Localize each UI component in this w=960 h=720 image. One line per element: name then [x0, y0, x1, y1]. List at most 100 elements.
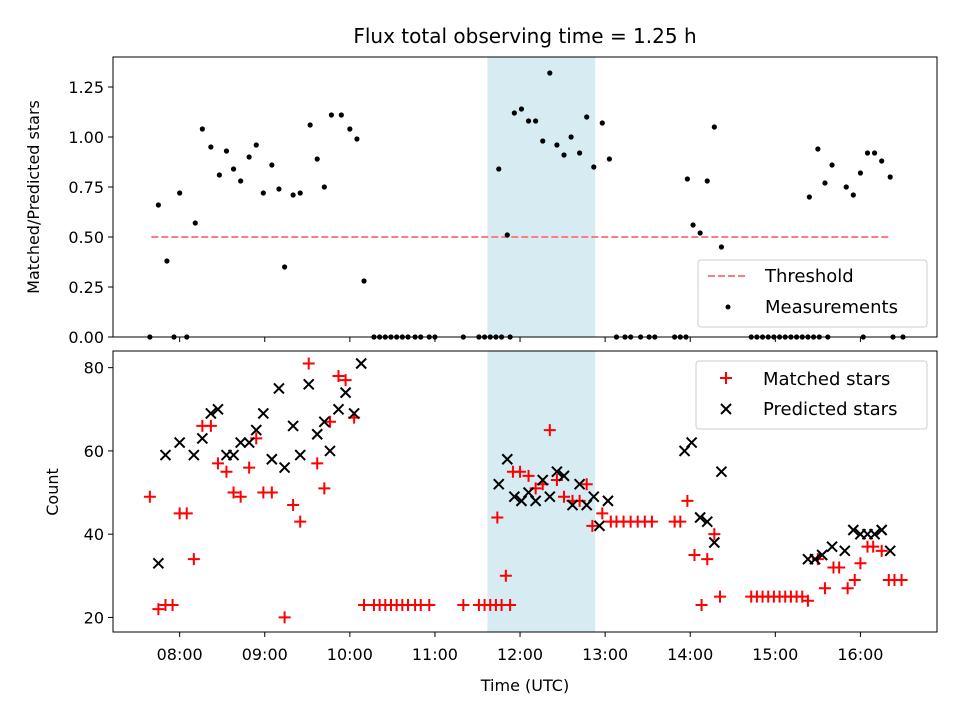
measurement-point	[704, 178, 710, 184]
top-panel: 0.00 0.25 0.50 0.75 1.00 1.25 Matched/Predict…	[24, 56, 938, 347]
measurement-point	[253, 142, 259, 148]
measurement-point	[314, 156, 320, 162]
predicted-star-point	[159, 449, 172, 461]
x-tick-label: 10:00	[327, 645, 373, 664]
matched-star-point	[522, 469, 535, 482]
measurement-point	[518, 106, 525, 112]
predicted-star-point	[593, 520, 606, 532]
matched-star-point	[504, 598, 517, 611]
matched-star-point	[278, 611, 291, 624]
measurement-point	[246, 154, 252, 160]
measurement-point	[850, 192, 856, 198]
measurement-point	[584, 114, 590, 120]
measurement-point	[354, 136, 360, 142]
matched-star-point	[818, 582, 831, 595]
predicted-star-point	[884, 545, 896, 557]
matched-star-point	[714, 590, 727, 603]
matched-star-point	[211, 457, 224, 470]
measurement-point	[338, 112, 344, 118]
x-axis-label: Time (UTC)	[480, 676, 569, 695]
measurement-point	[199, 126, 205, 132]
predicted-star-point	[839, 545, 851, 557]
predicted-star-point	[875, 524, 888, 536]
measurement-point	[577, 150, 583, 156]
measurement-point	[533, 118, 539, 124]
predicted-star-point	[701, 515, 713, 528]
measurement-point	[540, 138, 546, 144]
predicted-star-point	[273, 382, 285, 395]
predicted-star-point	[588, 490, 600, 503]
x-tick-label: 08:00	[157, 645, 203, 664]
measurement-point	[547, 70, 553, 76]
matched-star-point	[514, 465, 527, 478]
predicted-star-point	[537, 474, 549, 486]
top-y-tick-label: 0.00	[68, 328, 104, 347]
matched-star-point	[152, 603, 165, 616]
bottom-y-ticks: 20 40 60 80	[84, 359, 113, 627]
measurement-point	[297, 190, 303, 196]
top-shaded-interval	[487, 57, 596, 337]
measurement-point	[238, 178, 244, 184]
measurement-point	[496, 166, 502, 172]
measurement-point	[871, 150, 878, 156]
measurement-point	[208, 144, 214, 150]
predicted-star-point	[551, 466, 563, 478]
matched-star-point	[833, 561, 846, 574]
measurement-point	[829, 162, 835, 168]
measurement-point	[690, 222, 696, 228]
measurement-point	[307, 122, 313, 128]
chart-title: Flux total observing time = 1.25 h	[353, 24, 696, 48]
x-ticks: 08:00 09:00 10:00 11:00 12:00 13:00 14:00 15:00…	[157, 337, 883, 664]
matched-star-point	[841, 582, 854, 595]
measurement-point	[718, 244, 725, 250]
top-y-tick-label: 1.25	[68, 78, 104, 97]
x-tick-label: 13:00	[582, 645, 628, 664]
measurement-point	[260, 190, 266, 196]
measurement-point	[230, 166, 237, 172]
measurement-point	[276, 186, 282, 192]
measurement-point	[684, 176, 690, 182]
measurement-point	[155, 202, 161, 208]
predicted-star-point	[243, 436, 255, 449]
matched-legend-marker	[720, 372, 732, 384]
measurement-point	[504, 232, 510, 238]
predicted-star-point	[826, 540, 838, 553]
matched-star-point	[499, 569, 512, 582]
predicted-star-point	[573, 478, 586, 490]
matched-star-point	[227, 486, 240, 499]
predicted-star-point	[355, 357, 367, 370]
predicted-star-point	[715, 466, 728, 478]
matched-star-point	[674, 515, 687, 528]
top-y-ticks: 0.00 0.25 0.50 0.75 1.00 1.25	[68, 78, 113, 347]
bottom-y-tick-label: 40	[84, 525, 104, 544]
predicted-star-point	[294, 449, 306, 461]
matched-star-point	[875, 544, 888, 557]
matched-star-point	[681, 494, 694, 507]
matched-star-point	[867, 540, 880, 553]
predicted-star-point	[311, 428, 323, 440]
x-tick-label: 09:00	[242, 645, 288, 664]
matched-star-point	[457, 598, 470, 611]
predicted-star-point	[508, 490, 521, 503]
measurement-point	[697, 230, 703, 236]
x-tick-label: 14:00	[667, 645, 713, 664]
measurement-point	[606, 156, 612, 162]
matched-star-point	[302, 357, 315, 370]
top-y-tick-label: 0.50	[68, 228, 104, 247]
matched-star-point	[204, 419, 217, 432]
matched-star-point	[586, 519, 599, 532]
measurements-legend-marker	[725, 304, 731, 310]
predicted-star-point	[558, 470, 570, 482]
matched-star-point	[580, 478, 593, 491]
predicted-star-point	[847, 524, 860, 536]
measurement-point	[321, 184, 327, 190]
x-tick-label: 11:00	[412, 645, 458, 664]
matched-star-point	[166, 598, 179, 611]
matched-star-point	[596, 507, 609, 520]
predicted-legend-marker	[720, 403, 732, 415]
matched-star-point	[423, 598, 436, 611]
matched-star-point	[895, 573, 908, 586]
predicted-star-point	[501, 453, 513, 465]
threshold-legend-label: Threshold	[764, 266, 854, 287]
